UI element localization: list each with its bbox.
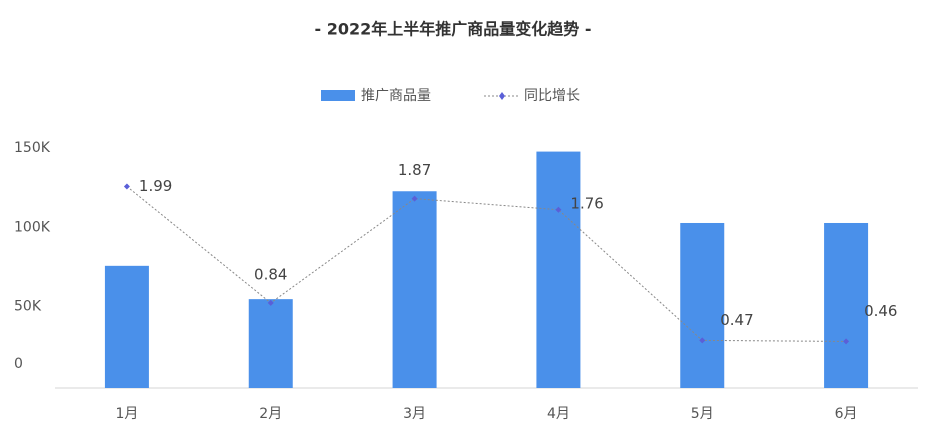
y-tick-label: 50K (14, 299, 42, 315)
y-tick-label: 0 (14, 356, 23, 372)
legend-marker (499, 92, 505, 100)
x-tick-label: 6月 (835, 406, 858, 422)
data-label: 1.87 (398, 161, 431, 179)
bar (536, 151, 581, 388)
x-tick-label: 4月 (547, 406, 570, 422)
data-label: 0.84 (254, 265, 287, 283)
bar (392, 191, 437, 388)
data-label: 0.47 (720, 311, 753, 329)
x-tick-label: 1月 (115, 406, 138, 422)
legend-label: 同比增长 (524, 88, 580, 104)
bar (248, 299, 293, 388)
marker (555, 206, 562, 213)
x-tick-label: 5月 (691, 406, 714, 422)
marker (267, 299, 274, 306)
y-tick-label: 150K (14, 140, 51, 156)
data-label: 0.46 (864, 302, 897, 320)
data-label: 1.99 (139, 177, 172, 195)
x-tick-label: 3月 (403, 406, 426, 422)
marker (843, 338, 850, 345)
chart-title: - 2022年上半年推广商品量变化趋势 - (315, 20, 592, 39)
bar (104, 265, 149, 388)
legend-label: 推广商品量 (361, 88, 431, 104)
marker (123, 183, 130, 190)
marker (411, 195, 418, 202)
marker (699, 337, 706, 344)
line (126, 186, 847, 342)
y-tick-label: 100K (14, 219, 51, 235)
bar (680, 222, 725, 388)
x-tick-label: 2月 (259, 406, 282, 422)
legend-bar-swatch (321, 90, 355, 101)
bar (824, 222, 869, 388)
data-label: 1.76 (570, 194, 603, 212)
